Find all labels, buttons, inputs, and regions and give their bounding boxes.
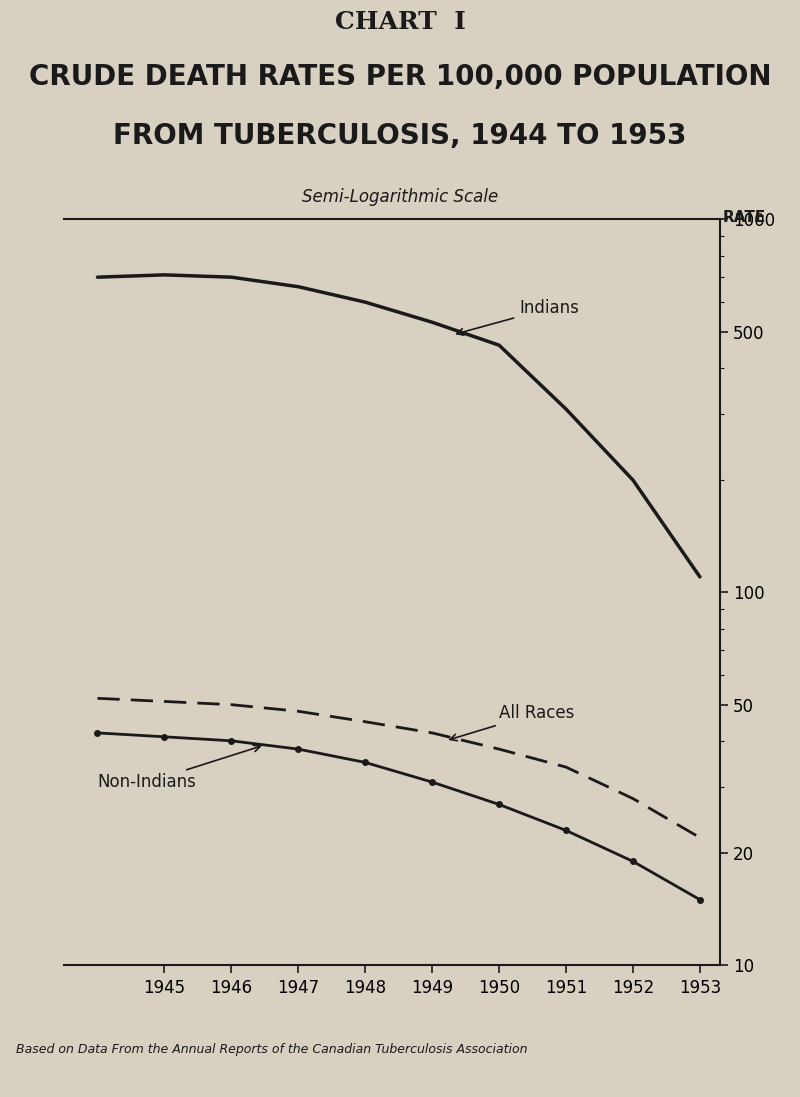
Text: Semi-Logarithmic Scale: Semi-Logarithmic Scale [302,188,498,205]
Text: FROM TUBERCULOSIS, 1944 TO 1953: FROM TUBERCULOSIS, 1944 TO 1953 [114,123,686,150]
Text: RATE: RATE [722,210,766,225]
Text: CRUDE DEATH RATES PER 100,000 POPULATION: CRUDE DEATH RATES PER 100,000 POPULATION [29,64,771,91]
Text: CHART  I: CHART I [334,10,466,34]
Text: Based on Data From the Annual Reports of the Canadian Tuberculosis Association: Based on Data From the Annual Reports of… [16,1043,527,1056]
Text: Non-Indians: Non-Indians [98,745,260,791]
Text: All Races: All Races [450,704,574,740]
Text: Indians: Indians [457,299,579,336]
